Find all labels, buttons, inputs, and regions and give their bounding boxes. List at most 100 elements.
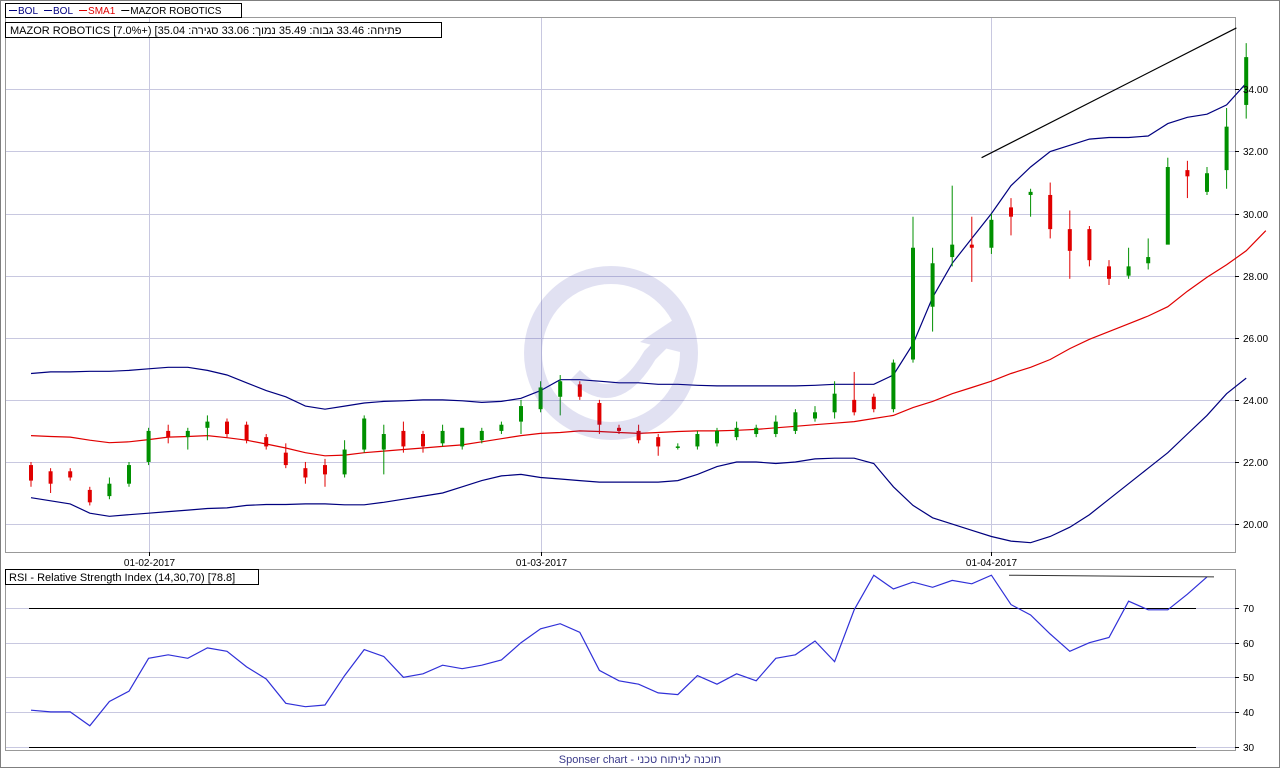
candle-body bbox=[1224, 126, 1229, 171]
rsi-grid bbox=[6, 608, 1235, 748]
rsi-y-tick-label: 30 bbox=[1243, 743, 1255, 754]
bollinger-upper-line bbox=[30, 82, 1247, 410]
rsi-series bbox=[30, 574, 1215, 727]
rsi-trendline bbox=[1009, 574, 1215, 578]
rsi-y-tick-label: 50 bbox=[1243, 673, 1255, 684]
candle-body bbox=[421, 434, 425, 447]
candle bbox=[577, 381, 582, 400]
candle-body bbox=[1087, 229, 1092, 261]
candle bbox=[87, 486, 92, 506]
candle bbox=[911, 216, 915, 363]
price-trendline bbox=[981, 27, 1237, 159]
candle bbox=[1224, 108, 1229, 189]
candle-body bbox=[538, 387, 543, 410]
candle bbox=[68, 468, 73, 481]
candle-body bbox=[1244, 57, 1249, 105]
candle-body bbox=[283, 452, 288, 466]
price-info-text: MAZOR ROBOTICS [7.0%+) [35.04 :פתיחה: 33… bbox=[10, 25, 402, 37]
candle-body bbox=[969, 244, 974, 248]
y-tick-label: 28.00 bbox=[1243, 272, 1268, 283]
candle bbox=[930, 247, 935, 332]
date-x-axis: 01-02-2017 01-03-2017 01-04-2017 bbox=[124, 552, 1018, 569]
candle bbox=[852, 371, 857, 416]
candle bbox=[479, 427, 484, 444]
candle-body bbox=[1048, 194, 1053, 230]
candle-body bbox=[127, 465, 131, 484]
candle-body bbox=[1146, 257, 1151, 264]
candle-body bbox=[754, 427, 759, 435]
y-tick-label: 26.00 bbox=[1243, 334, 1268, 345]
price-series bbox=[29, 27, 1267, 544]
legend-item-1: BOL bbox=[53, 6, 73, 17]
candle bbox=[695, 430, 700, 450]
candle bbox=[381, 424, 386, 475]
candle bbox=[342, 440, 347, 478]
candle bbox=[362, 415, 367, 453]
candle-body bbox=[479, 430, 484, 441]
candle-body bbox=[29, 465, 33, 481]
candle-body bbox=[558, 381, 563, 397]
candle bbox=[715, 427, 719, 447]
sma-line bbox=[30, 230, 1267, 457]
rsi-y-tick-label: 60 bbox=[1243, 639, 1255, 650]
candle bbox=[401, 421, 406, 453]
candle-body bbox=[401, 430, 406, 447]
footer-sponsor-link[interactable]: Sponser chart - תוכנה לניתוח טכני bbox=[559, 753, 721, 766]
candle bbox=[1009, 198, 1013, 236]
x-tick-label: 01-03-2017 bbox=[516, 558, 568, 569]
candle bbox=[225, 418, 229, 438]
rsi-title: RSI - Relative Strength Index (14,30,70)… bbox=[9, 572, 235, 584]
candle bbox=[656, 434, 661, 456]
candle bbox=[1205, 167, 1209, 195]
candle bbox=[675, 443, 680, 450]
candle-body bbox=[989, 219, 994, 248]
candle-body bbox=[832, 393, 837, 413]
candle bbox=[754, 424, 759, 438]
bollinger-lower-line bbox=[30, 377, 1247, 544]
candle bbox=[499, 421, 504, 435]
candle bbox=[29, 461, 33, 487]
candle bbox=[1048, 182, 1053, 239]
candle bbox=[989, 213, 994, 254]
candle-body bbox=[950, 244, 955, 258]
candle-body bbox=[323, 465, 327, 475]
candle bbox=[107, 477, 112, 500]
candle-body bbox=[146, 430, 151, 462]
candle bbox=[421, 430, 425, 453]
candle bbox=[264, 434, 269, 450]
candle bbox=[636, 424, 641, 444]
rsi-pane bbox=[5, 569, 1236, 751]
candle-body bbox=[1165, 167, 1170, 245]
candle bbox=[538, 381, 543, 413]
candle-body bbox=[48, 471, 53, 484]
candle bbox=[244, 421, 249, 444]
candle-body bbox=[107, 483, 112, 497]
candle-body bbox=[68, 471, 73, 478]
legend-item-2: SMA1 bbox=[88, 6, 116, 17]
candle-body bbox=[695, 434, 700, 447]
candle-body bbox=[440, 430, 445, 444]
candle-body bbox=[225, 421, 229, 435]
candle bbox=[205, 415, 210, 441]
candle bbox=[773, 415, 778, 438]
candle-body bbox=[871, 396, 876, 410]
candle bbox=[950, 185, 955, 267]
y-tick-label: 24.00 bbox=[1243, 396, 1268, 407]
candle bbox=[166, 424, 171, 444]
candle bbox=[734, 421, 739, 441]
y-tick-label: 20.00 bbox=[1243, 520, 1268, 531]
y-tick-label: 22.00 bbox=[1243, 458, 1268, 469]
candle-body bbox=[1009, 207, 1013, 217]
candle-body bbox=[499, 424, 504, 431]
candle bbox=[1244, 43, 1249, 119]
rsi-line bbox=[30, 574, 1208, 727]
candle bbox=[127, 461, 131, 487]
candle bbox=[617, 424, 621, 435]
candle bbox=[460, 427, 465, 450]
price-y-axis: 20.00 22.00 24.00 26.00 28.00 30.00 32.00 34.00 bbox=[1235, 85, 1268, 531]
candle bbox=[1067, 210, 1072, 279]
rsi-y-axis: 30 40 50 60 70 bbox=[1235, 604, 1255, 754]
candle-body bbox=[891, 362, 896, 410]
candle bbox=[1126, 247, 1131, 279]
rsi-y-tick-label: 40 bbox=[1243, 708, 1255, 719]
